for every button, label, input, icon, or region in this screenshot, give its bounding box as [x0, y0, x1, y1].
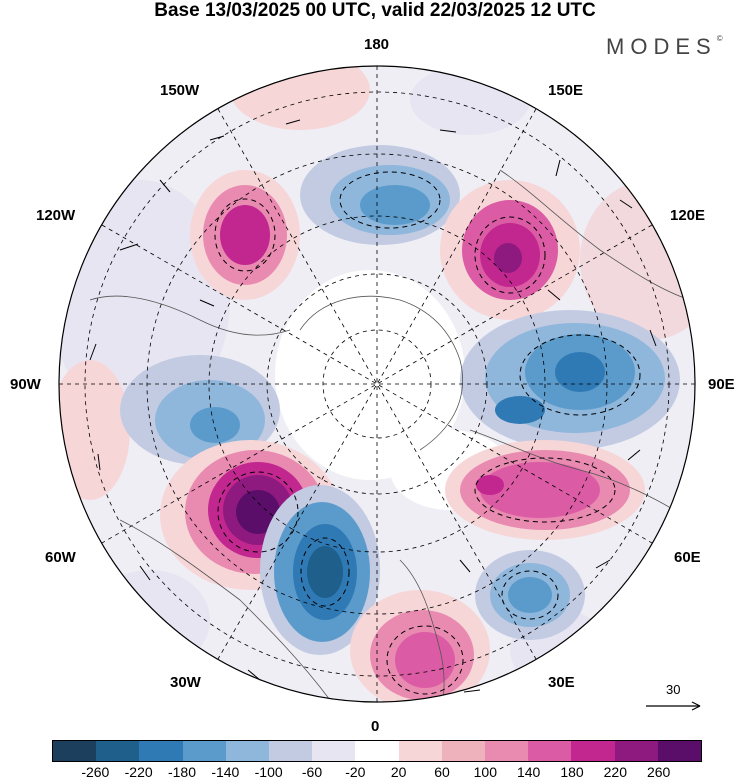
- label-90w: 90W: [10, 376, 41, 393]
- anomaly-field: [59, 66, 695, 702]
- label-30w: 30W: [170, 674, 201, 691]
- brand-logo: MODES©: [606, 34, 723, 59]
- map-title: Base 13/03/2025 00 UTC, valid 22/03/2025…: [154, 0, 596, 21]
- label-30e: 30E: [548, 674, 575, 691]
- colorbar-swatch: [269, 741, 313, 761]
- label-60w: 60W: [45, 549, 76, 566]
- colorbar-swatch: [398, 741, 442, 761]
- colorbar-tick-label: -140: [211, 764, 240, 780]
- colorbar-swatch: [225, 741, 270, 761]
- colorbar-tick-label: 140: [516, 764, 541, 780]
- colorbar-swatch: [139, 741, 183, 761]
- label-90e: 90E: [708, 376, 735, 393]
- colorbar-tick-label: 60: [434, 764, 450, 780]
- colorbar-swatch: [528, 741, 572, 761]
- colorbar-tick-label: -220: [124, 764, 153, 780]
- colorbar-swatch: [96, 741, 140, 761]
- colorbar-tick-label: -100: [254, 764, 283, 780]
- label-120e: 120E: [670, 207, 706, 224]
- colorbar-swatch: [182, 741, 226, 761]
- reference-vector: [646, 701, 701, 711]
- colorbar-tick-label: 100: [473, 764, 498, 780]
- colorbar-swatch: [657, 741, 702, 761]
- colorbar-tick-label: -20: [345, 764, 366, 780]
- label-0: 0: [371, 718, 380, 735]
- colorbar-tick-label: 20: [390, 764, 407, 780]
- colorbar-swatch: [571, 741, 615, 761]
- graticule: [59, 66, 695, 702]
- colorbar-tick-label: 260: [646, 764, 671, 780]
- colorbar-swatch: [614, 741, 658, 761]
- colorbar-tick-label: -180: [167, 764, 197, 780]
- colorbar-tick-label: 180: [560, 764, 584, 780]
- colorbar-swatch: [312, 741, 356, 761]
- colorbar-swatch: [53, 741, 97, 761]
- contour-lines: [214, 171, 641, 695]
- colorbar-tick-label: -60: [301, 764, 323, 780]
- colorbar-tick-label: 220: [603, 764, 628, 780]
- colorbar-swatch: [485, 741, 529, 761]
- colorbar-swatch: [355, 741, 399, 761]
- colorbar: [52, 740, 702, 762]
- label-60e: 60E: [674, 549, 701, 566]
- colorbar-ticks: -260 -220 -180 -140 -100 -60 -20 20 60 100 140 180 2…: [52, 764, 702, 783]
- reference-vector-label: 30: [666, 682, 681, 697]
- colorbar-tick-label: -260: [81, 764, 110, 780]
- colorbar-swatch: [441, 741, 486, 761]
- label-150w: 150W: [160, 82, 200, 99]
- label-180: 180: [364, 36, 390, 53]
- label-150e: 150E: [548, 82, 584, 99]
- label-120w: 120W: [36, 207, 76, 224]
- map-border: [58, 65, 696, 703]
- coastlines: [89, 169, 691, 702]
